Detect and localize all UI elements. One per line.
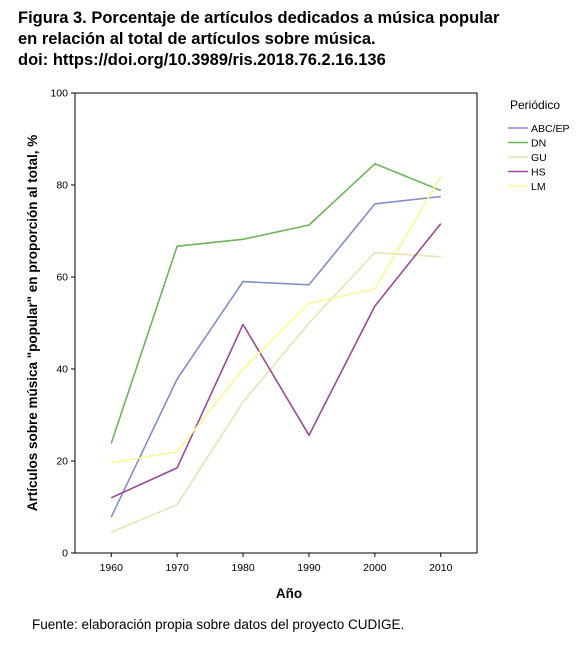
series-line-lm: [111, 176, 442, 464]
legend-label-dn: DN: [531, 138, 546, 150]
series-line-dn: [110, 163, 442, 444]
legend: Periódico ABC/EP DN GU HS LM: [508, 98, 570, 193]
y-tick-label: 60: [56, 272, 68, 284]
x-axis-title: Año: [276, 586, 302, 601]
x-tick-label: 1990: [297, 562, 321, 574]
figure-title: Figura 3. Porcentaje de artículos dedica…: [18, 8, 578, 71]
figure-title-doi: doi: https://doi.org/10.3989/ris.2018.76…: [18, 51, 386, 69]
x-tick-label: 1980: [231, 562, 255, 574]
y-tick-label: 100: [50, 88, 68, 100]
figure-source: Fuente: elaboración propia sobre datos d…: [32, 617, 405, 632]
figure-title-line-1: Figura 3. Porcentaje de artículos dedica…: [18, 9, 500, 27]
figure-title-line-2: en relación al total de artículos sobre …: [18, 30, 376, 48]
legend-label-hs: HS: [531, 167, 546, 179]
y-tick-label: 0: [62, 548, 68, 560]
x-axis: 1960 1970 1980 1990 2000 2010: [100, 553, 453, 574]
legend-label-abc-ep: ABC/EP: [531, 123, 570, 135]
legend-label-gu: GU: [531, 152, 547, 164]
series-line-gu: [110, 251, 441, 534]
y-tick-label: 40: [56, 364, 68, 376]
y-tick-label: 80: [56, 180, 68, 192]
legend-title: Periódico: [510, 98, 560, 112]
series-line-abc-ep: [110, 195, 441, 518]
x-tick-label: 1960: [100, 562, 124, 574]
series-lines: [110, 163, 442, 534]
plot-area-frame: [74, 92, 478, 554]
y-axis: 0 20 40 60 80 100: [50, 88, 75, 560]
legend-label-lm: LM: [531, 181, 546, 193]
series-line-hs: [110, 223, 442, 499]
y-tick-label: 20: [56, 456, 68, 468]
x-tick-label: 2010: [429, 562, 453, 574]
x-tick-label: 2000: [363, 562, 387, 574]
x-tick-label: 1970: [165, 562, 189, 574]
y-axis-title: Artículos sobre música "popular" en prop…: [25, 135, 40, 512]
